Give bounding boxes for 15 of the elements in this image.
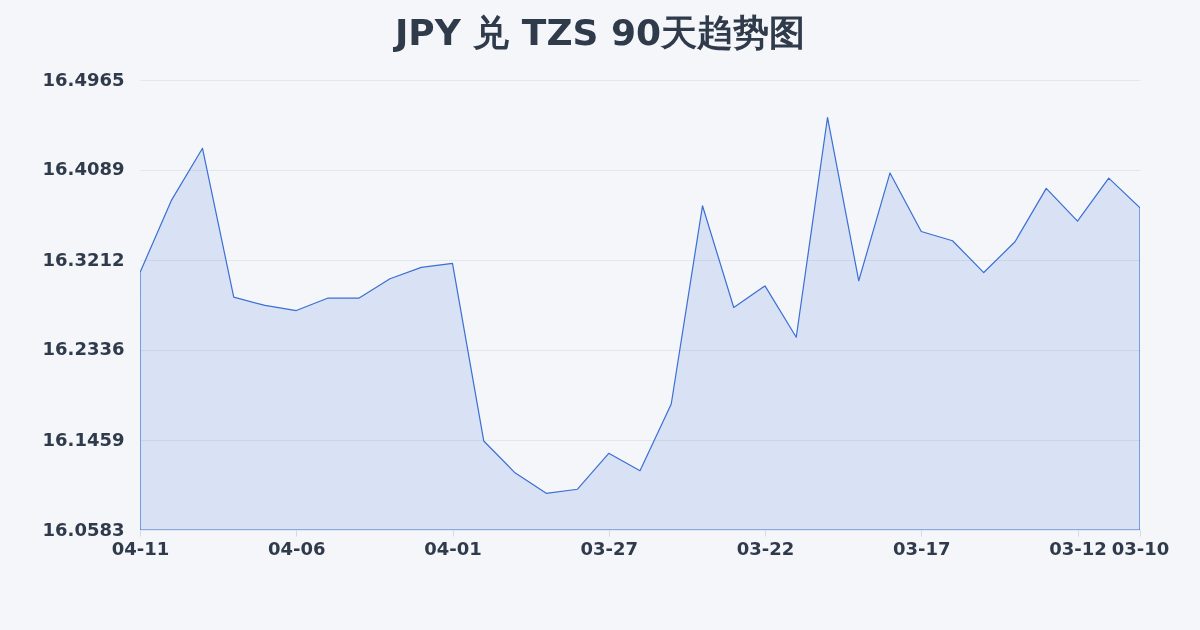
chart-title: JPY 兑 TZS 90天趋势图 [391, 12, 806, 53]
y-tick-label: 16.0583 [42, 518, 125, 540]
y-tick-label: 16.3212 [42, 248, 125, 270]
y-tick-label: 16.4965 [42, 68, 125, 90]
y-tick-label: 16.2336 [42, 338, 125, 360]
x-tick-label: 03-12 [1049, 537, 1107, 559]
x-tick-label: 04-06 [267, 537, 326, 559]
x-tick-label: 03-27 [580, 537, 639, 559]
x-tick-label: 04-01 [424, 537, 482, 559]
x-tick-label: 03-17 [892, 537, 951, 559]
y-tick-label: 16.1459 [42, 428, 125, 450]
x-tick-label: 03-22 [736, 537, 795, 559]
x-tick-label: 04-11 [111, 537, 170, 559]
y-tick-label: 16.4089 [42, 158, 125, 180]
x-tick-label: 03-10 [1111, 537, 1170, 559]
